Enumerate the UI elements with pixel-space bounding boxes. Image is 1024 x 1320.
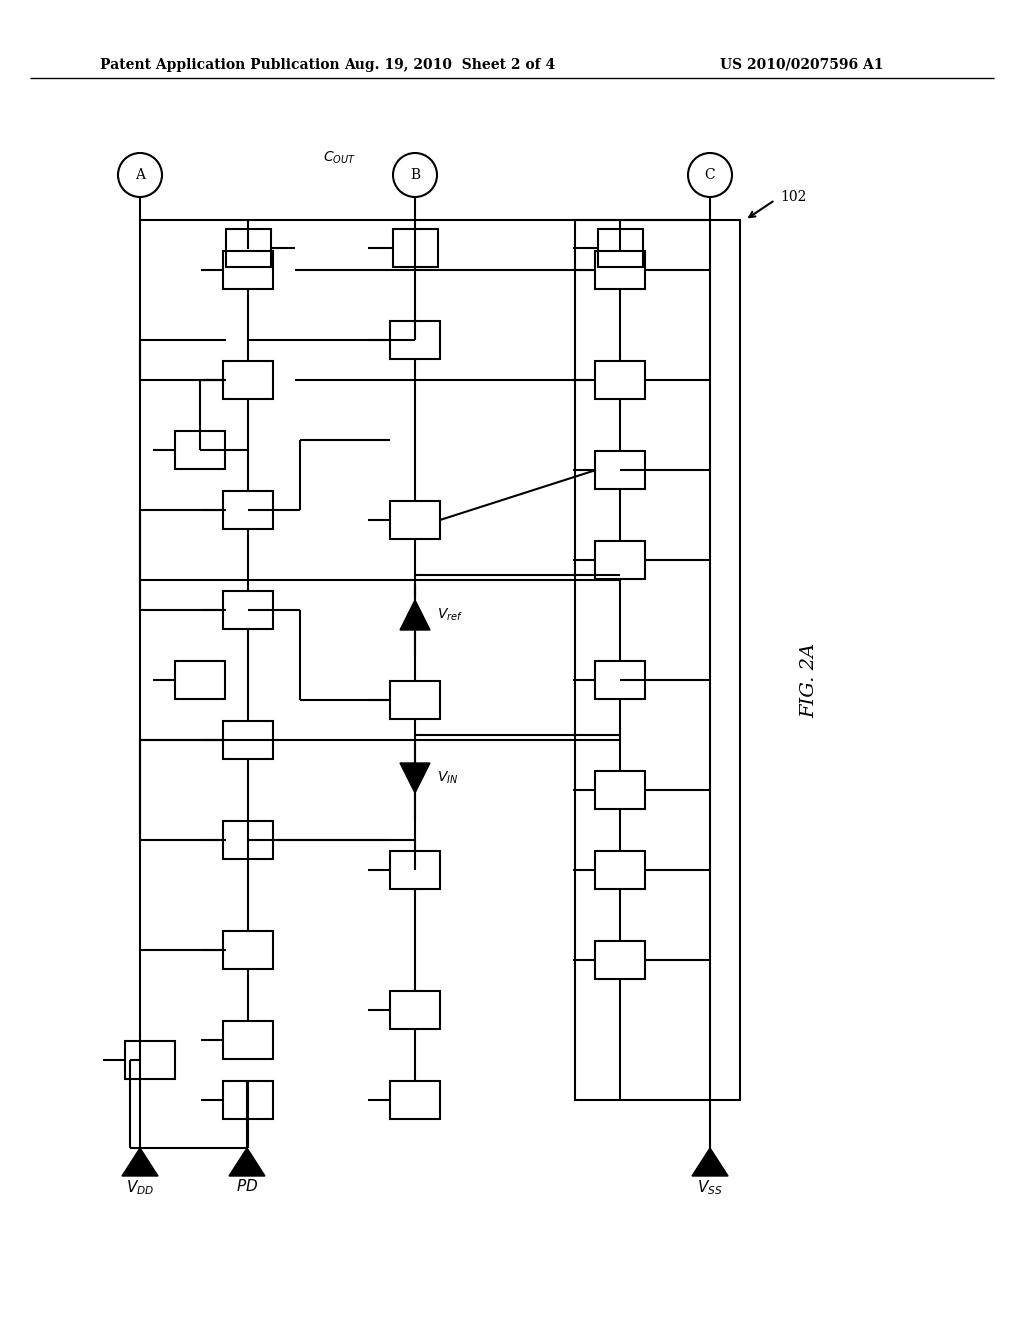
Bar: [223, 931, 273, 969]
Bar: [223, 251, 273, 289]
Text: $PD$: $PD$: [236, 1177, 258, 1195]
Bar: [390, 321, 440, 359]
Bar: [595, 851, 645, 888]
Text: C: C: [705, 168, 716, 182]
Bar: [598, 228, 643, 267]
Bar: [595, 941, 645, 979]
Polygon shape: [400, 763, 430, 793]
Bar: [393, 228, 438, 267]
Bar: [595, 251, 645, 289]
Text: Aug. 19, 2010  Sheet 2 of 4: Aug. 19, 2010 Sheet 2 of 4: [344, 58, 556, 73]
Bar: [390, 1081, 440, 1119]
Bar: [175, 661, 225, 700]
Polygon shape: [400, 601, 430, 630]
Text: A: A: [135, 168, 145, 182]
Bar: [223, 1081, 273, 1119]
Text: $C_{OUT}$: $C_{OUT}$: [324, 149, 356, 166]
Text: FIG. 2A: FIG. 2A: [800, 643, 818, 718]
Bar: [390, 851, 440, 888]
Text: $V_{IN}$: $V_{IN}$: [437, 770, 459, 787]
Bar: [595, 661, 645, 700]
Text: 102: 102: [780, 190, 806, 205]
Text: $V_{SS}$: $V_{SS}$: [697, 1177, 723, 1197]
Text: Patent Application Publication: Patent Application Publication: [100, 58, 340, 73]
Polygon shape: [229, 1148, 265, 1176]
Text: B: B: [410, 168, 420, 182]
Bar: [223, 360, 273, 399]
Bar: [595, 771, 645, 809]
Bar: [390, 991, 440, 1030]
Bar: [595, 541, 645, 579]
Bar: [595, 451, 645, 488]
Bar: [223, 591, 273, 630]
Bar: [226, 228, 271, 267]
Bar: [125, 1041, 175, 1078]
Text: $V_{DD}$: $V_{DD}$: [126, 1177, 155, 1197]
Bar: [595, 360, 645, 399]
Polygon shape: [692, 1148, 728, 1176]
Bar: [575, 220, 740, 1100]
Text: $V_{ref}$: $V_{ref}$: [437, 607, 463, 623]
Bar: [223, 821, 273, 859]
Bar: [223, 1020, 273, 1059]
Bar: [175, 432, 225, 469]
Bar: [223, 721, 273, 759]
Bar: [390, 681, 440, 719]
Bar: [390, 502, 440, 539]
Text: US 2010/0207596 A1: US 2010/0207596 A1: [720, 58, 884, 73]
Polygon shape: [122, 1148, 158, 1176]
Bar: [223, 491, 273, 529]
